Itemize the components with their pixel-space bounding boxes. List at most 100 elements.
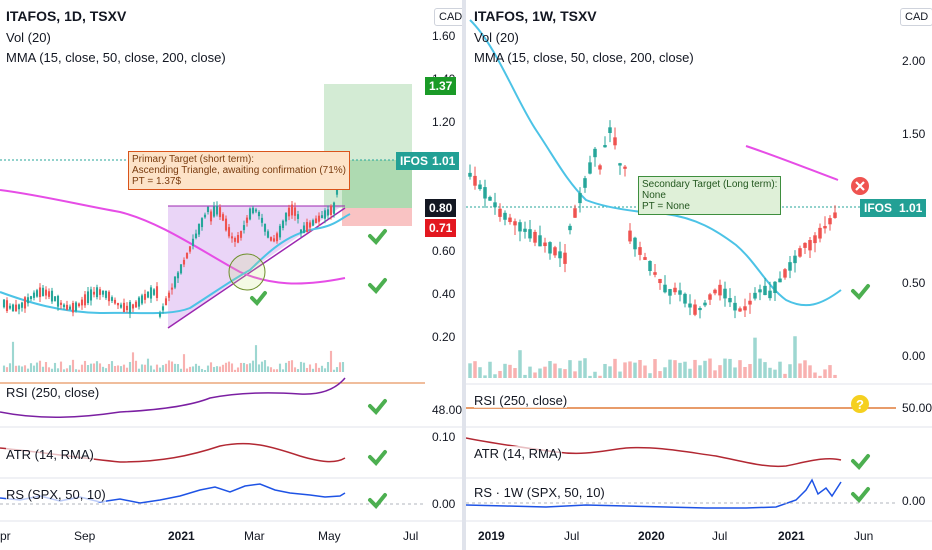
volume-bar	[648, 373, 652, 378]
volume-bar	[293, 367, 297, 372]
volume-bar	[68, 365, 72, 372]
chart-title[interactable]: ITAFOS, 1W, TSXV	[474, 8, 597, 24]
volume-bar	[302, 362, 306, 372]
volume-bar	[598, 375, 602, 378]
price-tick: 0.20	[432, 330, 456, 344]
volume-bar	[713, 370, 717, 378]
rsi-label[interactable]: RSI (250, close)	[6, 385, 100, 400]
mma-indicator-label[interactable]: MMA (15, close, 50, close, 200, close)	[474, 50, 694, 65]
currency-button[interactable]: CAD	[900, 8, 932, 26]
volume-bar	[278, 363, 282, 372]
last-price-tag: 1.01	[428, 152, 460, 170]
volume-bar	[275, 369, 279, 372]
time-label: 2021	[778, 529, 805, 543]
chart-title[interactable]: ITAFOS, 1D, TSXV	[6, 8, 127, 24]
volume-bar	[194, 363, 198, 372]
volume-bar	[224, 362, 228, 372]
secondary-target-annotation[interactable]: Secondary Target (Long term): None PT = …	[638, 176, 782, 215]
vol-indicator-label[interactable]: Vol (20)	[6, 30, 51, 45]
volume-bar	[533, 372, 537, 378]
volume-bar	[788, 364, 792, 378]
rsi-tick: 48.00	[432, 403, 462, 417]
volume-bar	[828, 365, 832, 378]
volume-bar	[703, 360, 707, 378]
volume-bar	[77, 369, 81, 372]
volume-bar	[107, 364, 111, 372]
volume-bar	[718, 365, 722, 378]
volume-bar	[320, 365, 324, 372]
volume-bar	[149, 365, 153, 372]
rsi-label[interactable]: RSI (250, close)	[474, 393, 568, 408]
time-label: Mar	[244, 529, 265, 543]
volume-bar	[125, 367, 129, 372]
volume-bar	[80, 364, 84, 372]
rs-label[interactable]: RS (SPX, 50, 10)	[6, 487, 106, 502]
atr-label[interactable]: ATR (14, RMA)	[6, 447, 94, 462]
volume-bar	[248, 363, 252, 372]
time-label: May	[318, 529, 341, 543]
volume-bar	[603, 363, 607, 378]
volume-bar	[688, 368, 692, 378]
volume-bar	[203, 369, 207, 372]
check-icon	[851, 487, 870, 503]
volume-bar	[728, 358, 732, 378]
volume-bar	[663, 367, 667, 378]
panel-divider[interactable]	[462, 0, 466, 550]
volume-bar	[164, 363, 168, 372]
volume-bar	[146, 358, 150, 372]
volume-bar	[269, 367, 273, 372]
volume-bar	[493, 374, 497, 378]
volume-bar	[71, 359, 75, 372]
price-tick: 2.00	[902, 54, 926, 68]
volume-bar	[227, 361, 231, 372]
volume-bar	[116, 365, 120, 372]
volume-bar	[798, 363, 802, 378]
volume-bar	[299, 361, 303, 372]
volume-bar	[823, 369, 827, 378]
volume-bar	[518, 350, 522, 378]
check-icon	[368, 278, 387, 294]
volume-bar	[329, 350, 333, 372]
right-chart-panel[interactable]: ? ITAFOS, 1W, TSXV Vol (20) MMA (15, clo…	[466, 0, 932, 550]
right-chart-canvas[interactable]: ?	[466, 0, 932, 550]
volume-bar	[218, 366, 222, 372]
price-tick: 0.60	[432, 244, 456, 258]
volume-bar	[803, 360, 807, 378]
time-label: Jul	[564, 529, 580, 543]
annotation-line: Primary Target (short term):	[132, 154, 255, 165]
price-tick: 1.20	[432, 115, 456, 129]
annotation-line: Ascending Triangle, awaiting confirmatio…	[132, 165, 346, 176]
left-candles	[2, 162, 345, 319]
volume-bar	[290, 360, 294, 372]
volume-bar	[308, 364, 312, 372]
currency-button[interactable]: CAD	[434, 8, 462, 26]
volume-bar	[578, 360, 582, 378]
rs-label[interactable]: RS · 1W (SPX, 50, 10)	[474, 485, 605, 500]
left-chart-panel[interactable]: ITAFOS, 1D, TSXV Vol (20) MMA (15, close…	[0, 0, 462, 550]
annotation-line: PT = 1.37$	[132, 176, 182, 187]
rsi-line	[0, 377, 346, 418]
volume-bar	[212, 366, 216, 372]
volume-bar	[101, 366, 105, 372]
volume-bar	[698, 365, 702, 378]
volume-bar	[628, 361, 632, 378]
mma-indicator-label[interactable]: MMA (15, close, 50, close, 200, close)	[6, 50, 226, 65]
volume-bar	[215, 366, 219, 372]
atr-label[interactable]: ATR (14, RMA)	[474, 446, 562, 461]
volume-bar	[793, 336, 797, 378]
volume-bar	[683, 361, 687, 378]
price-tick: 0.40	[432, 287, 456, 301]
volume-bar	[95, 361, 99, 372]
volume-bar	[62, 369, 66, 372]
vol-indicator-label[interactable]: Vol (20)	[474, 30, 519, 45]
ticker-tag: IFOS	[396, 152, 433, 170]
volume-bar	[553, 363, 557, 378]
volume-bar	[668, 359, 672, 378]
volume-bar	[548, 361, 552, 378]
time-label: 2019	[478, 529, 505, 543]
left-chart-canvas[interactable]	[0, 0, 462, 550]
question-icon-glyph: ?	[856, 397, 864, 412]
rs-tick: 0.00	[432, 497, 456, 511]
volume-bar	[708, 358, 712, 378]
primary-target-annotation[interactable]: Primary Target (short term): Ascending T…	[128, 151, 350, 190]
